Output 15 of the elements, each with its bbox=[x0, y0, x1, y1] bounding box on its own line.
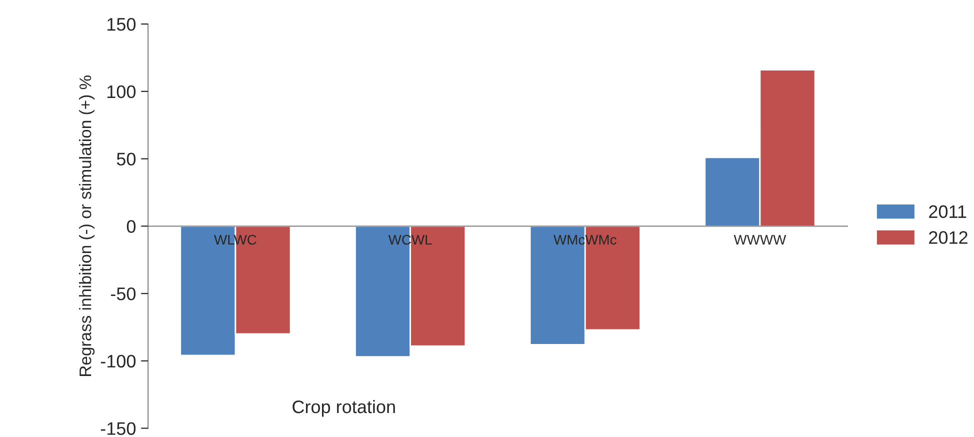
y-tick-label: 0 bbox=[126, 220, 136, 233]
y-tick-label: -50 bbox=[110, 287, 136, 300]
y-tick-label: -100 bbox=[100, 354, 136, 368]
legend-label: 2012 bbox=[929, 231, 968, 244]
x-axis-title: Crop rotation bbox=[292, 400, 395, 417]
x-tick-label: WWWW bbox=[734, 234, 786, 245]
x-tick-label: WCWL bbox=[388, 234, 432, 245]
y-tick-label: -150 bbox=[100, 422, 136, 435]
y-axis-title: Regrass inhibition (-) or stimulation (+) % bbox=[79, 76, 95, 376]
y-tick-label: 100 bbox=[107, 85, 136, 98]
x-tick-label: WLWC bbox=[214, 234, 256, 245]
legend-label: 2011 bbox=[929, 205, 966, 218]
x-tick-label: WMcWMc bbox=[554, 234, 616, 245]
y-tick-label: 150 bbox=[107, 18, 136, 31]
y-tick-label: 50 bbox=[116, 152, 136, 166]
